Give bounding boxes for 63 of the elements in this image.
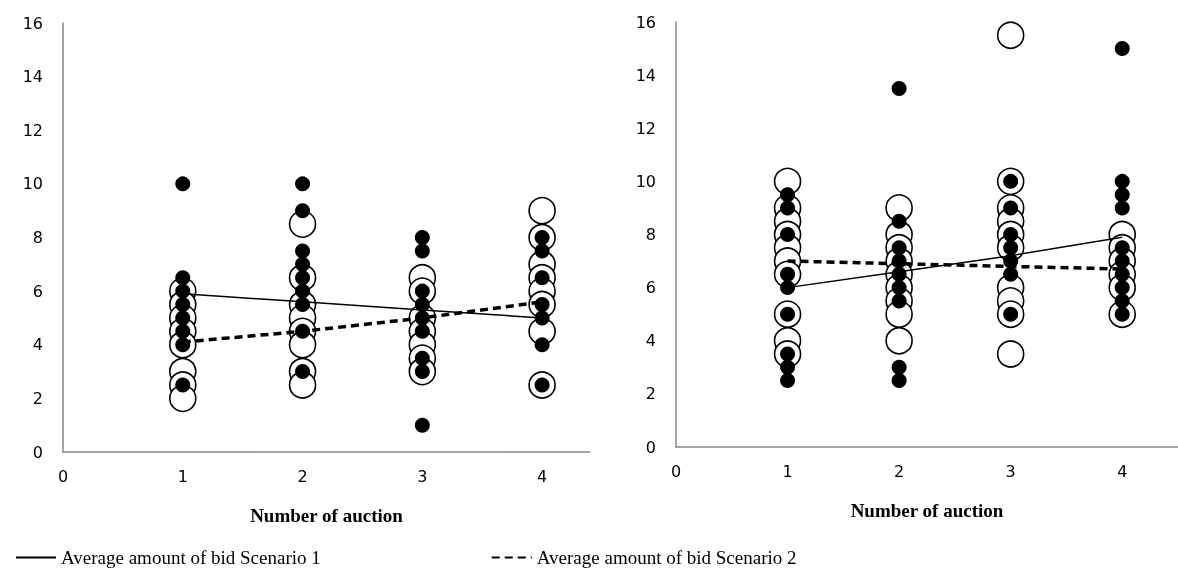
x-axis-title: Number of auction [250,505,404,526]
point [891,213,907,229]
point [1114,187,1130,203]
y-tick-label: 10 [635,171,656,191]
point [295,243,311,259]
x-tick-label: 1 [782,461,793,481]
y-tick-label: 0 [645,437,656,457]
x-tick-label: 2 [894,461,905,481]
y-tick-label: 0 [32,442,43,462]
point [891,359,907,375]
point [295,256,311,272]
point [780,280,796,296]
y-tick-label: 4 [32,335,43,355]
point [295,283,311,299]
x-tick-label: 0 [670,461,682,481]
y-tick-label: 16 [22,13,43,33]
point [175,176,191,192]
x-tick-label: 4 [537,466,548,486]
y-tick-label: 6 [645,278,656,298]
x-tick-label: 0 [57,466,69,486]
point [414,243,430,259]
y-tick-label: 16 [635,12,656,32]
point [1003,266,1019,282]
x-axis-title: Number of auction [850,500,1004,521]
point [885,326,913,355]
x-tick-label: 3 [1005,461,1016,481]
point [528,196,556,225]
y-tick-label: 14 [635,65,656,85]
point [534,243,550,259]
point [175,270,191,286]
legend-label: Average amount of bid Scenario 1 [61,547,321,568]
legend-label: Average amount of bid Scenario 2 [536,547,797,568]
point [891,80,907,96]
point [780,359,796,375]
point [996,21,1025,50]
y-tick-label: 12 [22,120,43,140]
point [534,337,550,353]
y-tick-label: 12 [635,118,656,138]
point [295,176,311,192]
y-tick-label: 14 [22,67,43,87]
point [1114,41,1130,57]
x-tick-label: 1 [177,466,188,486]
point [295,203,311,219]
point [891,373,907,389]
y-tick-label: 8 [32,228,43,247]
y-tick-label: 8 [645,225,656,244]
point [414,230,430,245]
point [534,310,550,326]
point [414,417,430,433]
point [1114,293,1130,309]
y-tick-label: 2 [32,388,43,408]
point [1114,173,1130,189]
x-tick-label: 2 [297,466,308,486]
point [996,340,1025,368]
x-tick-label: 4 [1117,461,1128,481]
y-tick-label: 6 [32,281,43,301]
point [780,373,796,389]
point [1114,200,1130,216]
x-tick-label: 3 [417,466,428,486]
y-tick-label: 10 [22,174,43,194]
y-tick-label: 2 [645,384,656,404]
point [780,187,796,203]
y-tick-label: 4 [645,331,656,351]
